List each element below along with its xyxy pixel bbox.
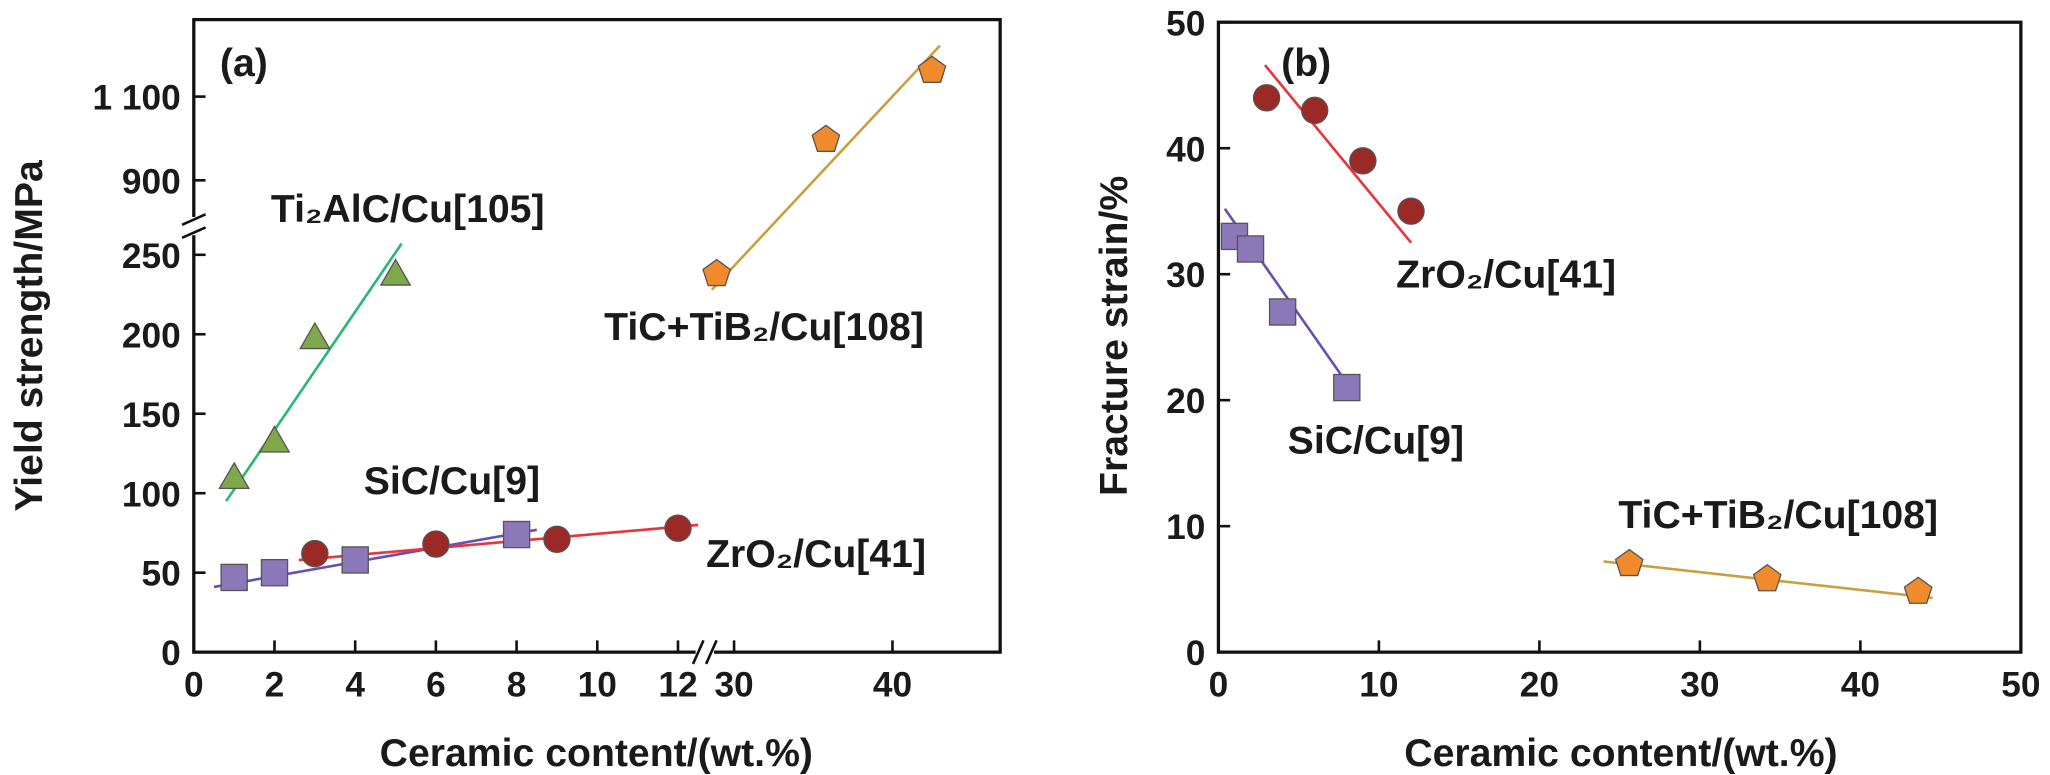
y-tick-label: 100 — [122, 475, 181, 514]
y-tick-label: 20 — [1166, 382, 1205, 421]
series-label: TiC+TiB₂/Cu[108] — [604, 306, 924, 349]
y-tick-label: 250 — [122, 237, 181, 276]
fit-line — [225, 242, 403, 502]
point — [811, 124, 841, 152]
x-tick-label: 12 — [658, 666, 697, 705]
y-axis-break — [181, 213, 207, 240]
x-tick-label: 40 — [1841, 666, 1880, 705]
y-tick-label: 50 — [1166, 4, 1205, 43]
point — [502, 520, 531, 549]
y-tick-label: 900 — [122, 162, 181, 201]
x-tick-label: 0 — [184, 666, 204, 705]
point — [702, 258, 732, 287]
x-tick-label: 6 — [426, 666, 446, 705]
point — [1614, 548, 1644, 577]
point — [1349, 147, 1377, 175]
point — [341, 546, 369, 574]
y-tick-label: 200 — [122, 316, 181, 355]
y-tick-label: 40 — [1166, 130, 1205, 169]
x-tick-label: 30 — [1680, 666, 1719, 705]
point — [543, 525, 571, 554]
x-axis-title: Ceramic content/(wt.%) — [1404, 732, 1837, 775]
series-label: TiC+TiB₂/Cu[108] — [1618, 494, 1938, 537]
x-tick-label: 8 — [507, 666, 527, 705]
y-axis-title: Fracture strain/% — [1093, 176, 1136, 496]
x-tick-label: 20 — [1520, 666, 1559, 705]
x-tick-label: 40 — [873, 666, 912, 705]
x-tick-label: 50 — [2001, 666, 2040, 705]
series-label: SiC/Cu[9] — [364, 460, 540, 503]
point — [422, 530, 450, 558]
point — [1397, 197, 1425, 225]
point — [301, 539, 329, 568]
y-axis-title: Yield strength/MPa — [8, 159, 51, 511]
x-tick-label: 2 — [265, 666, 285, 705]
series-label: SiC/Cu[9] — [1288, 419, 1464, 462]
point — [1268, 298, 1297, 326]
x-axis-title: Ceramic content/(wt.%) — [380, 732, 813, 775]
point — [917, 55, 947, 83]
point — [1752, 563, 1782, 592]
fit-line — [710, 44, 941, 291]
series-label: ZrO₂/Cu[41] — [1396, 254, 1616, 297]
frame-b — [1216, 20, 2023, 654]
fit-line — [1263, 64, 1413, 244]
x-tick-label: 10 — [578, 666, 617, 705]
point — [218, 461, 250, 490]
point — [1300, 96, 1329, 125]
x-tick-label: 30 — [714, 666, 753, 705]
panel-label: (a) — [220, 42, 268, 85]
y-tick-label: 150 — [122, 396, 181, 435]
point — [1252, 84, 1281, 112]
point — [260, 558, 289, 587]
x-tick-label: 4 — [345, 666, 365, 705]
x-tick-label: 0 — [1209, 666, 1229, 705]
y-tick-label: 0 — [1186, 634, 1206, 673]
point — [664, 514, 692, 542]
x-axis-break — [691, 639, 718, 665]
point — [299, 321, 331, 350]
series-label: Ti₂AlC/Cu[105] — [271, 188, 545, 231]
point — [379, 258, 412, 286]
panel-label: (b) — [1281, 42, 1331, 85]
y-tick-label: 1 100 — [92, 79, 180, 118]
point — [258, 425, 291, 453]
y-tick-label: 50 — [141, 555, 180, 594]
series-label: ZrO₂/Cu[41] — [706, 533, 926, 576]
point — [1333, 373, 1361, 402]
y-tick-label: 30 — [1166, 256, 1205, 295]
y-tick-label: 10 — [1166, 508, 1205, 547]
point — [1236, 235, 1265, 263]
point — [220, 563, 248, 592]
point — [1903, 576, 1933, 604]
x-tick-label: 10 — [1359, 666, 1398, 705]
y-tick-label: 0 — [161, 634, 181, 673]
